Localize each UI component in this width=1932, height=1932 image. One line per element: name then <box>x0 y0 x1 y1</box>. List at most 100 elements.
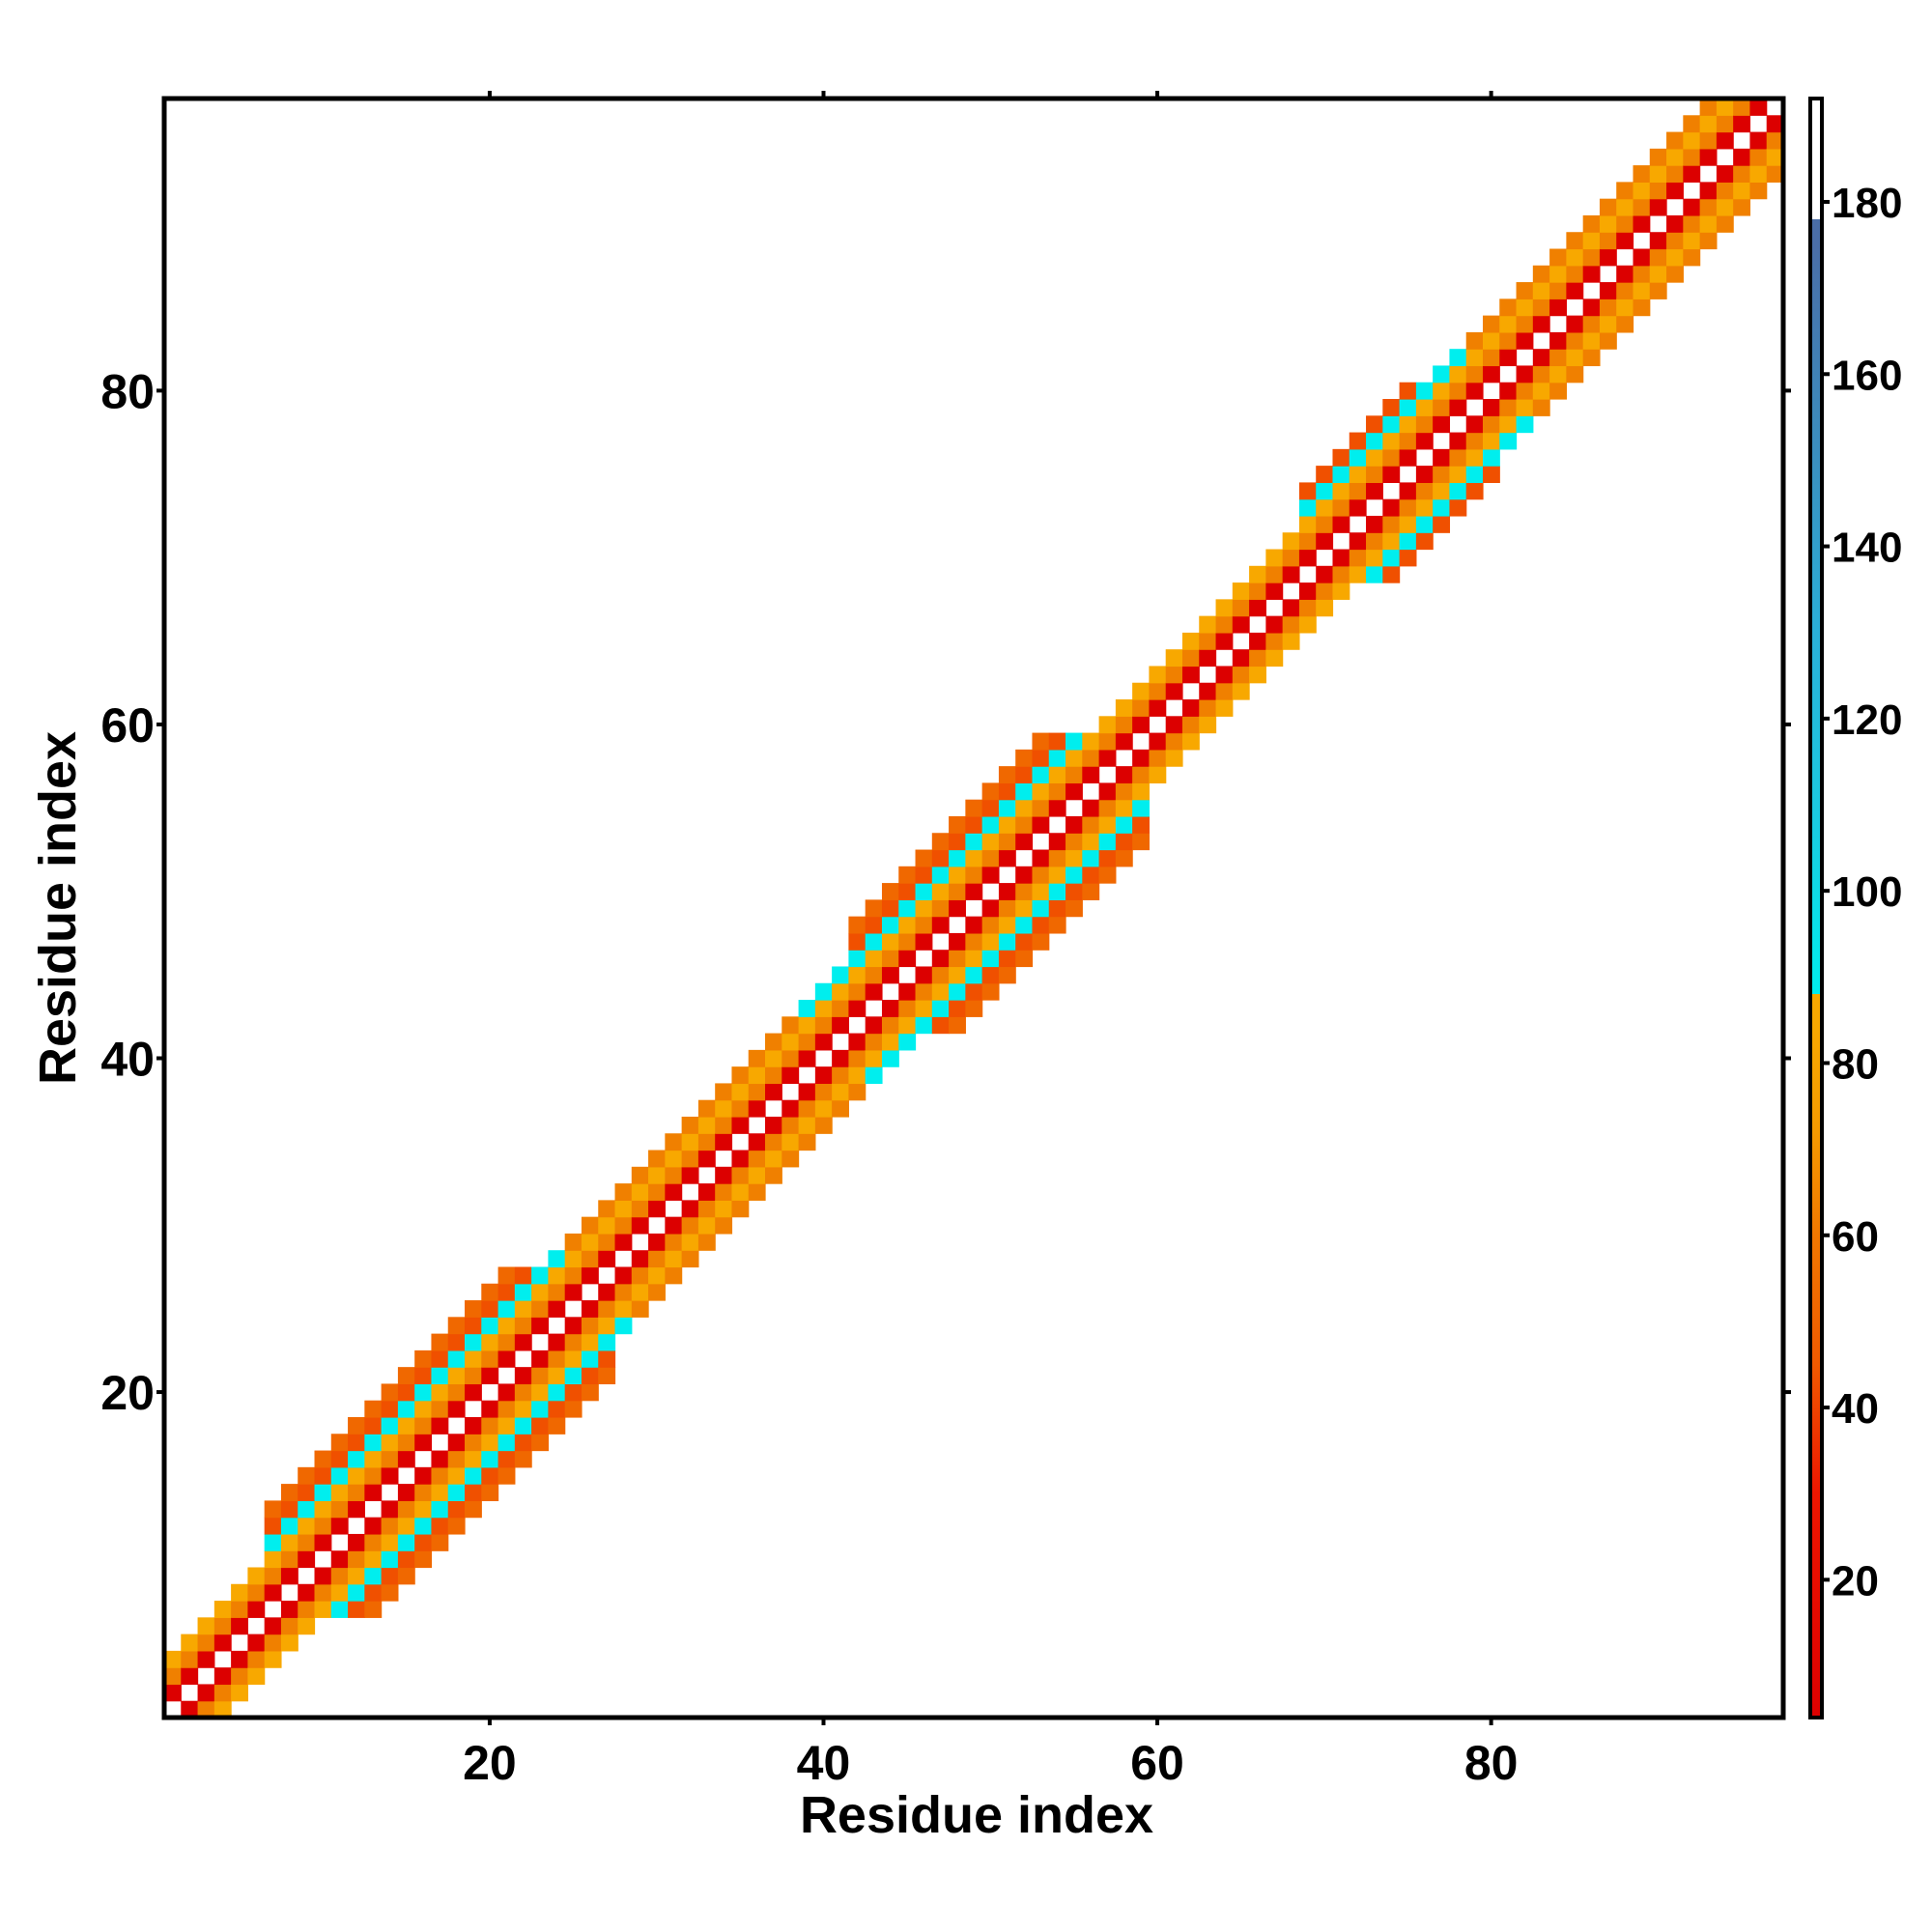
heatmap-cell <box>197 1634 215 1652</box>
heatmap-cell <box>414 1383 433 1402</box>
heatmap-cell <box>1499 331 1518 350</box>
heatmap-cell <box>949 833 966 851</box>
heatmap-cell <box>1032 749 1050 767</box>
heatmap-cell <box>598 1216 616 1235</box>
heatmap-cell <box>1415 415 1434 434</box>
heatmap-cell <box>497 1333 516 1351</box>
heatmap-cell <box>531 1266 549 1285</box>
heatmap-cell <box>397 1367 415 1385</box>
heatmap-cell <box>1499 432 1518 450</box>
heatmap-cell <box>581 1350 599 1368</box>
heatmap-cell <box>298 1601 316 1618</box>
heatmap-cell <box>898 1000 917 1017</box>
heatmap-cell <box>247 1667 266 1686</box>
heatmap-cell <box>832 1099 850 1118</box>
heatmap-cell <box>1449 466 1467 483</box>
heatmap-cell <box>1666 214 1684 233</box>
heatmap-cell <box>447 1466 466 1485</box>
heatmap-cell <box>1649 182 1667 200</box>
heatmap-cell <box>665 1133 683 1151</box>
x-tick-label: 40 <box>797 1736 851 1790</box>
heatmap-cell <box>364 1533 383 1551</box>
heatmap-cell <box>1399 382 1417 400</box>
heatmap-cell <box>1165 716 1183 734</box>
heatmap-cell <box>181 1650 199 1668</box>
heatmap-cell <box>381 1567 399 1585</box>
heatmap-cell <box>949 815 966 834</box>
y-tick-label: 20 <box>100 1366 155 1420</box>
heatmap-cell <box>197 1700 215 1719</box>
heatmap-cell <box>1683 165 1701 183</box>
heatmap-cell <box>915 849 933 867</box>
heatmap-cell <box>715 1116 733 1134</box>
heatmap-cell <box>247 1650 266 1668</box>
heatmap-cell <box>949 966 966 984</box>
colorbar-tick-label: 80 <box>1832 1040 1879 1088</box>
heatmap-cell <box>431 1466 449 1485</box>
heatmap-cell <box>1566 282 1584 299</box>
heatmap-cell <box>865 982 883 1001</box>
heatmap-cell <box>1683 148 1701 166</box>
heatmap-cell <box>447 1333 466 1351</box>
heatmap-cell <box>1599 315 1617 333</box>
heatmap-cell <box>865 1066 883 1085</box>
heatmap-cell <box>848 1049 867 1067</box>
y-axis-title: Residue index <box>29 731 87 1085</box>
heatmap-cell <box>264 1634 282 1652</box>
heatmap-cell <box>581 1300 599 1318</box>
heatmap-cell <box>1282 599 1300 617</box>
heatmap-cell <box>598 1333 616 1351</box>
heatmap-cell <box>1298 615 1317 634</box>
heatmap-cell <box>1065 815 1083 834</box>
heatmap-cell <box>1382 515 1401 533</box>
heatmap-cell <box>298 1517 316 1535</box>
heatmap-cell <box>665 1216 683 1235</box>
heatmap-cell <box>814 1033 833 1051</box>
heatmap-cell <box>1549 382 1567 400</box>
colorbar-tick-label: 60 <box>1832 1213 1879 1261</box>
heatmap-cell <box>814 1066 833 1085</box>
heatmap-cell <box>697 1200 716 1218</box>
heatmap-cell <box>681 1200 699 1218</box>
heatmap-cell <box>1115 799 1133 817</box>
heatmap-cell <box>1232 582 1250 600</box>
heatmap-cell <box>1048 782 1066 801</box>
heatmap-cell <box>1199 632 1217 650</box>
heatmap-cell <box>1349 498 1367 517</box>
heatmap-cell <box>881 916 899 934</box>
heatmap-cell <box>1015 916 1034 934</box>
heatmap-cell <box>481 1350 499 1368</box>
heatmap-cell <box>614 1183 633 1201</box>
heatmap-cell <box>1048 766 1066 784</box>
heatmap-cell <box>381 1583 399 1602</box>
heatmap-cell <box>981 815 1000 834</box>
heatmap-cell <box>1532 365 1550 384</box>
heatmap-cell <box>414 1550 433 1569</box>
heatmap-cell <box>364 1434 383 1452</box>
heatmap-cell <box>548 1383 566 1402</box>
heatmap-cell <box>1666 248 1684 267</box>
heatmap-cell <box>1282 615 1300 634</box>
heatmap-cell <box>898 982 917 1001</box>
heatmap-cell <box>748 1049 766 1067</box>
heatmap-cell <box>681 1250 699 1268</box>
heatmap-cell <box>497 1317 516 1335</box>
heatmap-cell <box>431 1367 449 1385</box>
heatmap-cell <box>781 1116 800 1134</box>
heatmap-cell <box>1666 182 1684 200</box>
heatmap-cell <box>881 1016 899 1035</box>
heatmap-cell <box>280 1601 298 1618</box>
heatmap-cell <box>1649 282 1667 299</box>
heatmap-cell <box>915 866 933 884</box>
heatmap-cell <box>348 1416 365 1435</box>
heatmap-cell <box>1499 399 1518 416</box>
heatmap-cell <box>865 916 883 934</box>
heatmap-cell <box>949 866 966 884</box>
heatmap-cell <box>231 1583 248 1602</box>
heatmap-cell <box>598 1200 616 1218</box>
heatmap-cell <box>1048 749 1066 767</box>
heatmap-cell <box>881 899 899 918</box>
heatmap-cell <box>1532 315 1550 333</box>
heatmap-cell <box>531 1317 549 1335</box>
heatmap-cell <box>465 1350 482 1368</box>
